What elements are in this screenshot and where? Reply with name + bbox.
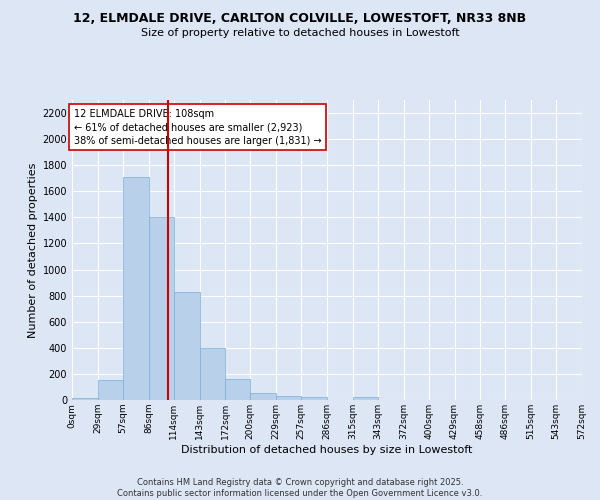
X-axis label: Distribution of detached houses by size in Lowestoft: Distribution of detached houses by size …: [181, 444, 473, 454]
Bar: [72, 398, 98, 400]
Bar: [199, 348, 226, 400]
Bar: [98, 380, 123, 400]
Bar: [173, 292, 199, 400]
Bar: [276, 396, 301, 400]
Bar: [149, 218, 173, 400]
Bar: [123, 177, 149, 400]
Bar: [250, 393, 276, 400]
Bar: [226, 379, 250, 400]
Bar: [301, 396, 327, 400]
Bar: [353, 396, 378, 400]
Text: 12 ELMDALE DRIVE: 108sqm
← 61% of detached houses are smaller (2,923)
38% of sem: 12 ELMDALE DRIVE: 108sqm ← 61% of detach…: [74, 109, 322, 146]
Y-axis label: Number of detached properties: Number of detached properties: [28, 162, 38, 338]
Text: 12, ELMDALE DRIVE, CARLTON COLVILLE, LOWESTOFT, NR33 8NB: 12, ELMDALE DRIVE, CARLTON COLVILLE, LOW…: [73, 12, 527, 26]
Text: Contains HM Land Registry data © Crown copyright and database right 2025.
Contai: Contains HM Land Registry data © Crown c…: [118, 478, 482, 498]
Text: Size of property relative to detached houses in Lowestoft: Size of property relative to detached ho…: [140, 28, 460, 38]
